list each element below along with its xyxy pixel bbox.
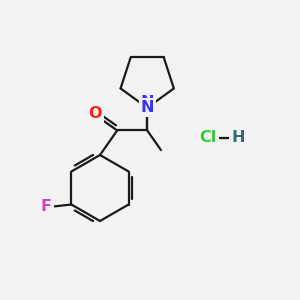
Text: N: N xyxy=(140,100,154,115)
Text: F: F xyxy=(41,199,52,214)
Text: H: H xyxy=(231,130,245,146)
Text: N: N xyxy=(140,95,154,110)
Text: Cl: Cl xyxy=(200,130,217,146)
Text: O: O xyxy=(88,106,102,121)
Text: N: N xyxy=(140,100,154,115)
